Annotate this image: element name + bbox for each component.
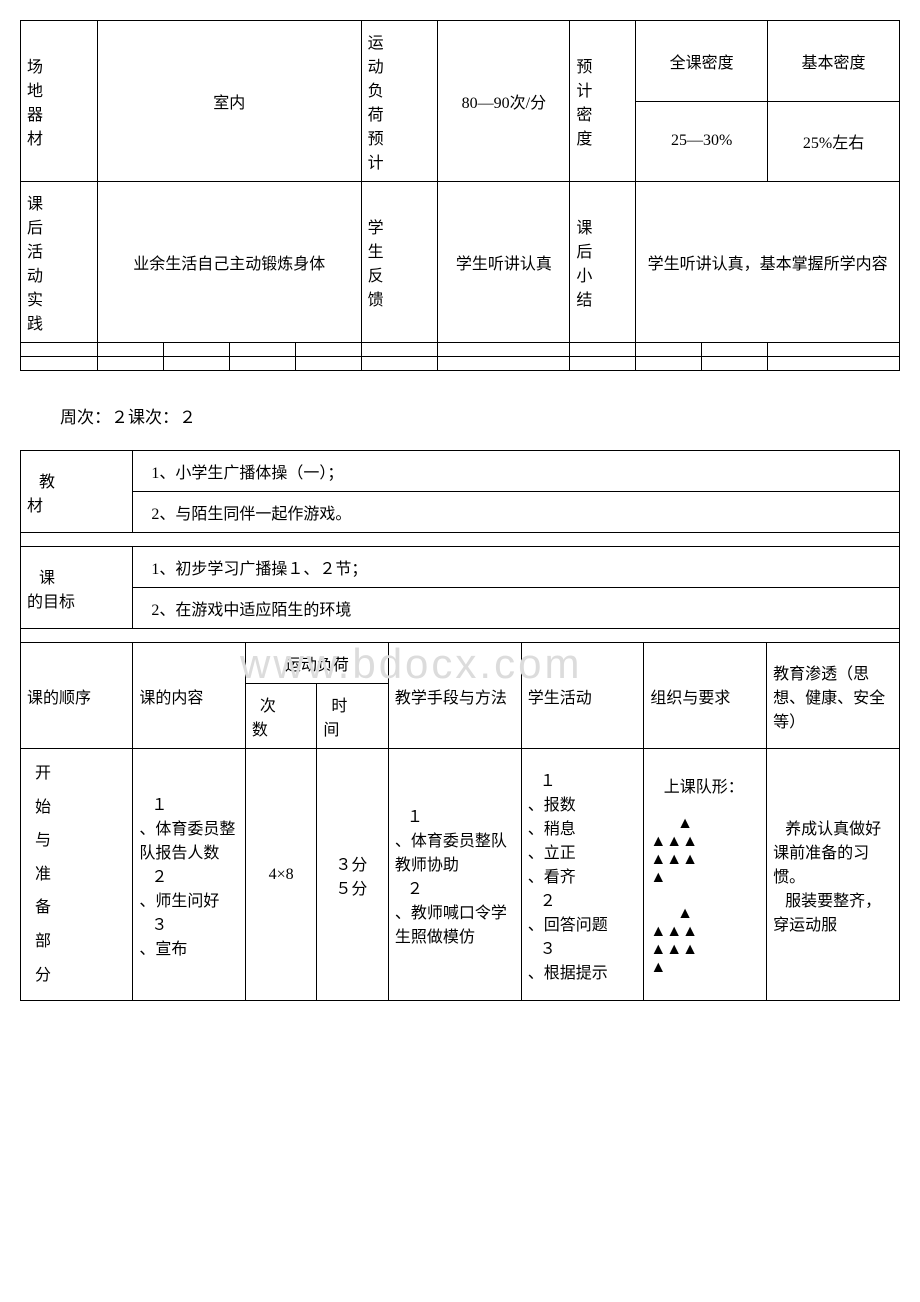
t2-objective-line2: 2、在游戏中适应陌生的环境 xyxy=(133,588,900,629)
t2-row1-count: 4×8 xyxy=(245,749,317,1001)
t2-hdr-student: 学生活动 xyxy=(521,643,644,749)
t1-label-load: 运动负荷预计 xyxy=(361,21,438,182)
t2-row1-order: 开 始 与 准 备 部 分 xyxy=(21,749,133,1001)
t1-density-full-value: 25—30% xyxy=(636,101,768,182)
t2-material-line2: 2、与陌生同伴一起作游戏。 xyxy=(133,492,900,533)
t2-label-material: 教材 xyxy=(21,451,133,533)
t1-equipment-value: 室内 xyxy=(97,21,361,182)
t2-hdr-methods: 教学手段与方法 xyxy=(388,643,521,749)
t1-label-feedback: 学生反馈 xyxy=(361,182,438,343)
t1-density-full-label: 全课密度 xyxy=(636,21,768,102)
t1-label-density: 预计密度 xyxy=(570,21,636,182)
t2-hdr-count: 次数 xyxy=(245,684,317,749)
t1-label-activity: 课后活动实践 xyxy=(21,182,98,343)
t1-label-equipment: 场地器材 xyxy=(21,21,98,182)
t2-row1-content: １、体育委员整队报告人数 ２、师生问好 ３、宣布 xyxy=(133,749,245,1001)
table-1: 场地器材 室内 运动负荷预计 80—90次/分 预计密度 全课密度 基本密度 2… xyxy=(20,20,900,371)
t2-row1-student: １、报数、稍息、立正、看齐 ２、回答问题 ３、根据提示 xyxy=(521,749,644,1001)
t1-activity-value: 业余生活自己主动锻炼身体 xyxy=(97,182,361,343)
t2-hdr-time: 时间 xyxy=(317,684,389,749)
t2-row1-time: ３分 ５分 xyxy=(317,749,389,1001)
table-2: 教材 1、小学生广播体操（一）； 2、与陌生同伴一起作游戏。 课的目标 1、初步… xyxy=(20,450,900,1001)
t1-density-basic-label: 基本密度 xyxy=(768,21,900,102)
t1-feedback-value: 学生听讲认真 xyxy=(438,182,570,343)
t2-row1-org: 上课队形： ▲▲▲▲▲▲▲▲ ▲▲▲▲▲▲▲▲ xyxy=(644,749,767,1001)
t2-hdr-order: 课的顺序 xyxy=(21,643,133,749)
t2-row1-edu: 养成认真做好课前准备的习惯。 服装要整齐，穿运动服 xyxy=(767,749,900,1001)
t1-label-summary: 课后小结 xyxy=(570,182,636,343)
t2-row1-methods: １、体育委员整队教师协助 ２、教师喊口令学生照做模仿 xyxy=(388,749,521,1001)
t2-hdr-load: 运动负荷 xyxy=(245,643,388,684)
week-lesson-header: 周次：２课次：２ xyxy=(20,391,900,440)
t1-density-basic-value: 25%左右 xyxy=(768,101,900,182)
t2-hdr-content: 课的内容 xyxy=(133,643,245,749)
t2-hdr-edu: 教育渗透（思想、健康、安全等） xyxy=(767,643,900,749)
t2-label-objective: 课的目标 xyxy=(21,547,133,629)
t1-summary-value: 学生听讲认真，基本掌握所学内容 xyxy=(636,182,900,343)
t2-hdr-org: 组织与要求 xyxy=(644,643,767,749)
t2-objective-line1: 1、初步学习广播操１、２节； xyxy=(133,547,900,588)
t2-material-line1: 1、小学生广播体操（一）； xyxy=(133,451,900,492)
t1-load-value: 80—90次/分 xyxy=(438,21,570,182)
